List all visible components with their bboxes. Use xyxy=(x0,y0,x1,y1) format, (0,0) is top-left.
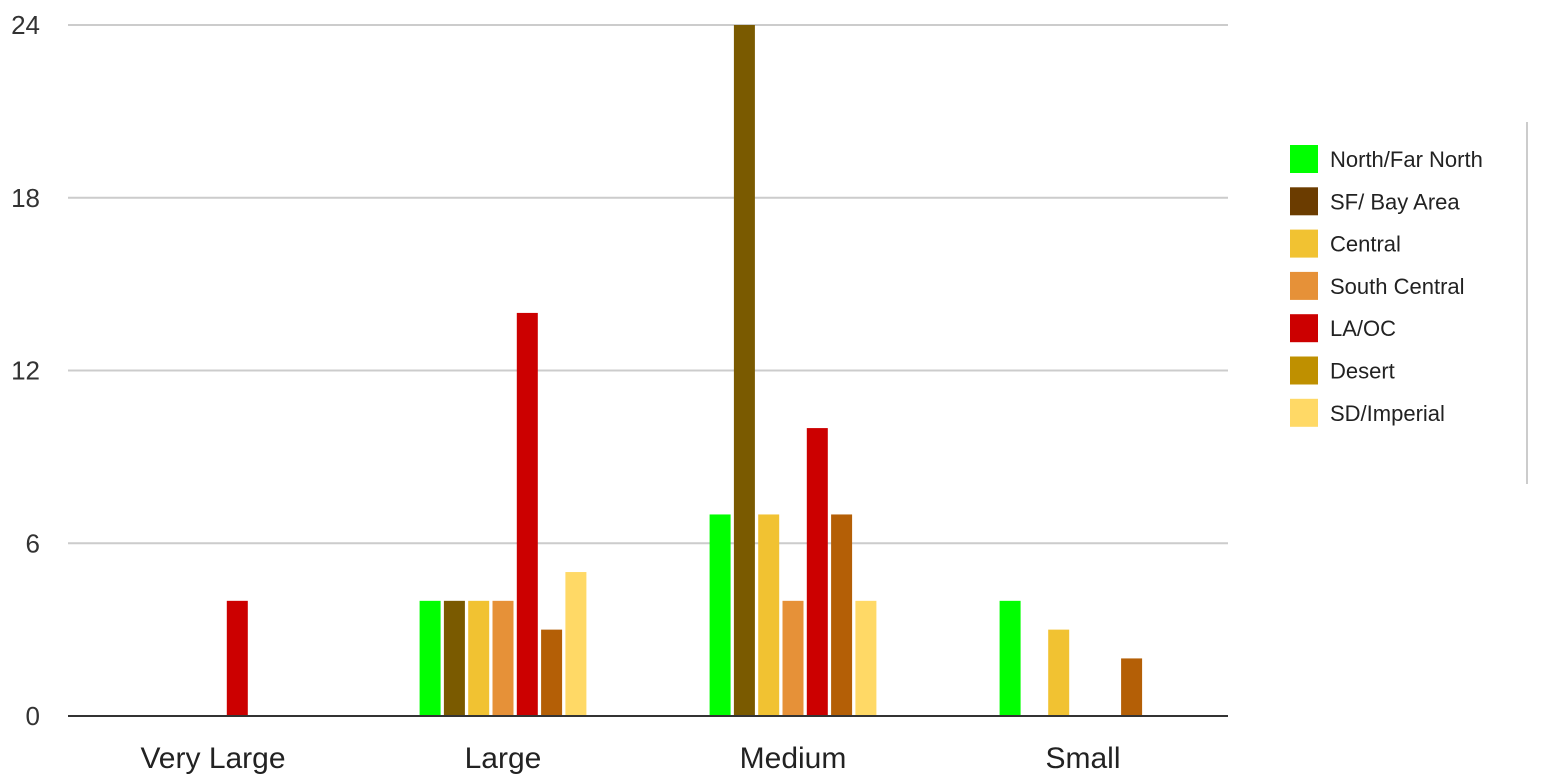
bar-la-oc-medium xyxy=(806,428,828,716)
bar-sd-imperial-large xyxy=(565,572,587,716)
legend-swatch xyxy=(1290,314,1318,343)
bar-central-medium xyxy=(758,514,780,716)
y-tick-label: 18 xyxy=(11,183,40,213)
bar-north-far-north-large xyxy=(419,600,441,716)
legend-label: LA/OC xyxy=(1330,316,1396,341)
bar-sf-bay-area-large xyxy=(443,600,465,716)
x-category-label: Small xyxy=(1045,742,1120,775)
legend-label: SD/Imperial xyxy=(1330,401,1445,426)
legend-label: Central xyxy=(1330,232,1401,257)
legend-swatch xyxy=(1290,145,1318,173)
legend-swatch xyxy=(1290,356,1318,385)
y-tick-label: 12 xyxy=(11,356,40,386)
bar-desert-large xyxy=(541,629,563,716)
bar-north-far-north-small xyxy=(999,600,1021,716)
legend-swatch xyxy=(1290,229,1318,258)
x-category-label: Very Large xyxy=(140,742,285,775)
y-tick-label: 6 xyxy=(26,528,40,558)
legend-label: South Central xyxy=(1330,274,1465,299)
bar-central-large xyxy=(468,600,490,716)
legend: North/Far North SF/ Bay Area Central South … xyxy=(1290,122,1528,484)
grid-layer xyxy=(68,24,1228,545)
bar-south-central-large xyxy=(492,600,514,716)
legend-label: North/Far North xyxy=(1330,147,1483,172)
bar-la-oc-large xyxy=(516,312,538,716)
x-category-label: Medium xyxy=(740,742,847,775)
bar-sd-imperial-medium xyxy=(855,600,877,716)
bar-sf-bay-area-medium xyxy=(733,25,755,716)
bar-south-central-medium xyxy=(782,600,804,716)
y-tick-label: 24 xyxy=(11,10,40,40)
legend-swatch xyxy=(1290,187,1318,216)
bar-la-oc-very-large xyxy=(226,600,248,716)
bars-layer xyxy=(226,25,1143,716)
bar-desert-medium xyxy=(831,514,853,716)
legend-label: SF/ Bay Area xyxy=(1330,189,1460,214)
bar-central-small xyxy=(1048,629,1070,716)
bar-north-far-north-medium xyxy=(709,514,731,716)
legend-swatch xyxy=(1290,398,1318,427)
axis-layer: 0 6 12 18 24 Very Large Large Medium Small xyxy=(11,10,1228,775)
legend-label: Desert xyxy=(1330,359,1395,384)
x-category-label: Large xyxy=(465,742,542,775)
y-tick-label: 0 xyxy=(26,701,40,731)
legend-swatch xyxy=(1290,271,1318,300)
bar-desert-small xyxy=(1121,658,1143,716)
